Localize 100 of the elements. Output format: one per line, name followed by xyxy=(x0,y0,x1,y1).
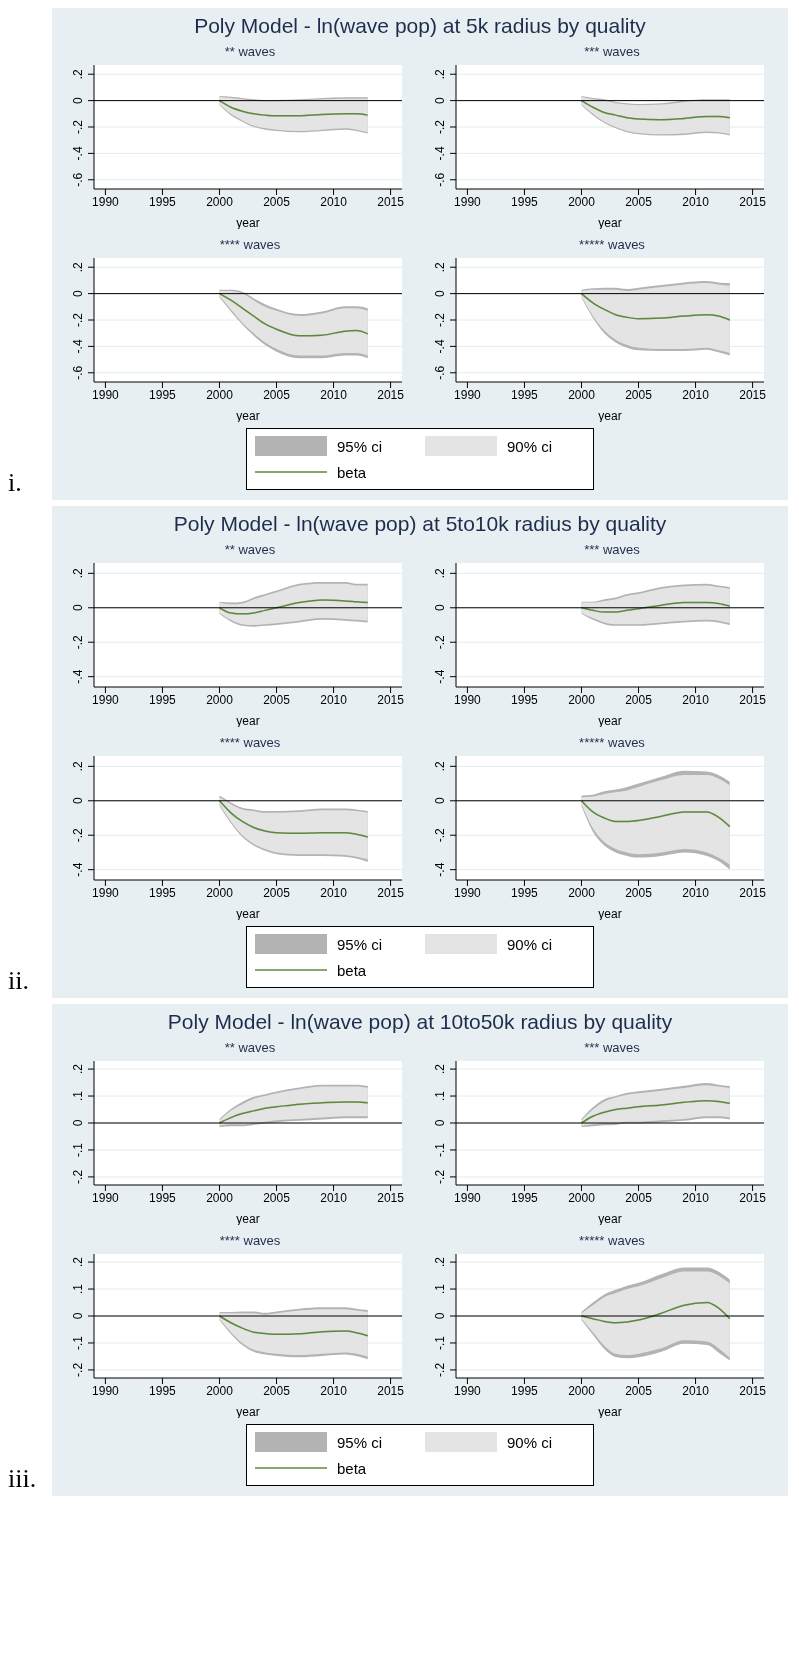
x-tick-label: 2015 xyxy=(377,387,405,402)
x-tick-label: 1990 xyxy=(454,692,482,707)
x-tick-label: 1995 xyxy=(149,387,177,402)
x-tick-label: 1990 xyxy=(454,1190,482,1205)
x-tick-label: 2000 xyxy=(568,692,596,707)
y-tick-label: .2 xyxy=(71,68,85,80)
y-tick-label: -.2 xyxy=(433,1362,447,1377)
x-tick-label: 2010 xyxy=(320,1383,348,1398)
y-tick-label: 0 xyxy=(433,1312,447,1320)
chart-title: *** waves xyxy=(583,44,641,61)
x-tick-label: 2015 xyxy=(377,885,405,900)
x-tick-label: 2015 xyxy=(739,194,767,209)
x-tick-label: 1990 xyxy=(92,692,120,707)
legend-label: 95% ci xyxy=(337,437,383,455)
y-tick-label: -.2 xyxy=(71,1169,85,1184)
y-tick-label: -.4 xyxy=(433,146,447,161)
x-axis-title: year xyxy=(598,907,622,921)
x-tick-label: 2005 xyxy=(263,1383,291,1398)
y-tick-label: -.4 xyxy=(71,862,85,877)
x-axis-title: year xyxy=(236,714,260,728)
y-tick-label: -.2 xyxy=(433,119,447,135)
x-tick-label: 2010 xyxy=(682,1383,710,1398)
x-tick-label: 2010 xyxy=(320,885,348,900)
text: Poly Model - ln(wave pop) at 5to10k radius by quality xyxy=(172,512,668,536)
x-tick-label: 2005 xyxy=(625,387,653,402)
x-tick-label: 1990 xyxy=(92,1190,120,1205)
x-axis-title: year xyxy=(236,216,260,230)
y-tick-label: .1 xyxy=(433,1283,447,1295)
x-axis-title: year xyxy=(598,1212,622,1226)
chart-title: *** waves xyxy=(583,1040,641,1057)
x-axis-title: year xyxy=(598,216,622,230)
legend-label: 95% ci xyxy=(337,1433,383,1451)
x-tick-label: 1990 xyxy=(454,885,482,900)
x-tick-label: 2005 xyxy=(625,1190,653,1205)
x-tick-label: 2010 xyxy=(682,1190,710,1205)
x-tick-label: 2000 xyxy=(206,387,234,402)
y-tick-label: 0 xyxy=(433,96,447,104)
y-tick-label: -.4 xyxy=(433,862,447,877)
x-tick-label: 2005 xyxy=(263,387,291,402)
y-tick-label: 0 xyxy=(433,604,447,612)
x-tick-label: 2010 xyxy=(682,387,710,402)
y-tick-label: -.6 xyxy=(71,172,85,187)
y-tick-label: -.1 xyxy=(71,1335,85,1350)
y-tick-label: 0 xyxy=(433,289,447,297)
x-tick-label: 2005 xyxy=(625,692,653,707)
y-tick-label: -.2 xyxy=(71,1362,85,1377)
y-tick-label: -.2 xyxy=(433,827,447,843)
x-tick-label: 2010 xyxy=(320,1190,348,1205)
x-tick-label: 1995 xyxy=(511,387,539,402)
x-axis-title: year xyxy=(598,714,622,728)
y-tick-label: 0 xyxy=(433,797,447,805)
y-tick-label: .2 xyxy=(71,568,85,579)
y-tick-label: .1 xyxy=(71,1090,85,1102)
x-tick-label: 1990 xyxy=(454,387,482,402)
y-tick-label: 0 xyxy=(71,1312,85,1320)
x-tick-label: 2010 xyxy=(682,692,710,707)
legend-label: beta xyxy=(337,961,367,979)
x-tick-label: 2000 xyxy=(568,194,596,209)
x-tick-label: 1995 xyxy=(511,194,539,209)
x-tick-label: 2010 xyxy=(320,194,348,209)
y-tick-label: -.6 xyxy=(433,365,447,380)
x-tick-label: 2000 xyxy=(206,692,234,707)
chart-title: **** waves xyxy=(218,1233,282,1250)
x-tick-label: 2015 xyxy=(377,692,405,707)
x-tick-label: 1990 xyxy=(92,387,120,402)
x-tick-label: 2005 xyxy=(263,1190,291,1205)
y-tick-label: .2 xyxy=(433,1063,447,1075)
x-tick-label: 2010 xyxy=(320,692,348,707)
x-tick-label: 2015 xyxy=(739,387,767,402)
y-tick-label: -.1 xyxy=(433,1335,447,1350)
chart-title: *** waves xyxy=(583,542,641,559)
y-tick-label: -.2 xyxy=(71,119,85,135)
chart-title: ** waves xyxy=(223,44,277,61)
x-tick-label: 2005 xyxy=(263,692,291,707)
x-tick-label: 2000 xyxy=(206,885,234,900)
text: i. xyxy=(8,468,23,499)
legend-label: beta xyxy=(337,1459,367,1477)
y-tick-label: .2 xyxy=(71,1256,85,1268)
y-tick-label: 0 xyxy=(433,1119,447,1127)
x-tick-label: 2015 xyxy=(739,692,767,707)
text: iii. xyxy=(8,1464,38,1495)
x-tick-label: 2010 xyxy=(682,194,710,209)
legend-label: beta xyxy=(337,463,367,481)
y-tick-label: .2 xyxy=(433,1256,447,1268)
x-tick-label: 2010 xyxy=(320,387,348,402)
text: ii. xyxy=(8,966,30,997)
x-tick-label: 2015 xyxy=(739,885,767,900)
y-tick-label: 0 xyxy=(71,1119,85,1127)
x-axis-title: year xyxy=(598,1405,622,1419)
chart-title: ***** waves xyxy=(578,237,646,254)
x-tick-label: 2005 xyxy=(263,194,291,209)
legend-label: 90% ci xyxy=(507,935,553,953)
y-tick-label: -.2 xyxy=(71,312,85,328)
x-tick-label: 2005 xyxy=(263,885,291,900)
x-axis-title: year xyxy=(236,1212,260,1226)
x-axis-title: year xyxy=(236,1405,260,1419)
y-tick-label: -.2 xyxy=(71,634,85,650)
x-tick-label: 2000 xyxy=(206,194,234,209)
chart-title: ***** waves xyxy=(578,1233,646,1250)
x-tick-label: 1990 xyxy=(454,194,482,209)
